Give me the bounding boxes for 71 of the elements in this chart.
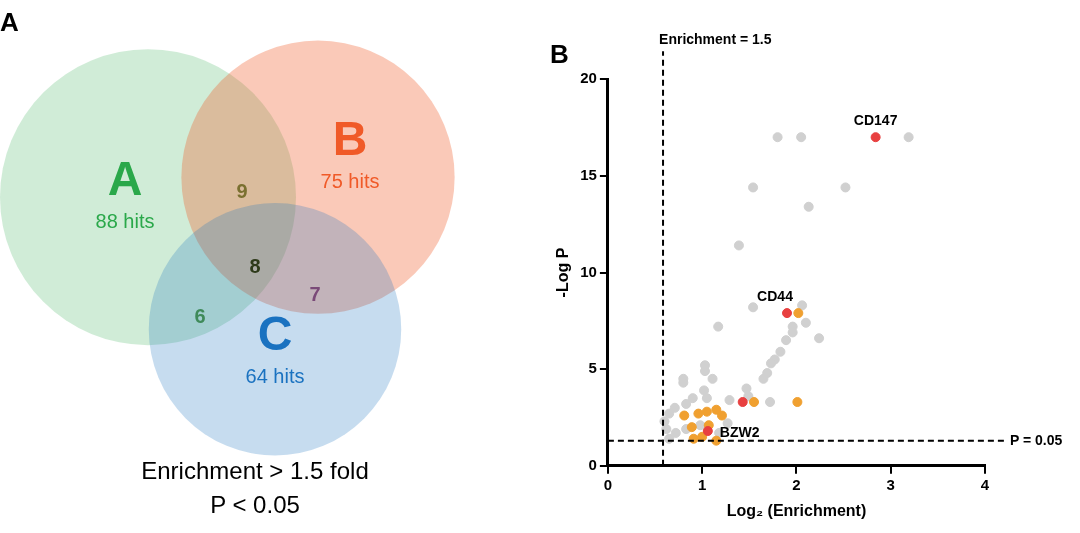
point (693, 408, 704, 419)
y-tick-label: 15 (580, 165, 597, 183)
text: 9 (236, 179, 248, 202)
annotation: BZW2 (719, 423, 760, 440)
annotation: CD44 (757, 287, 794, 304)
point (681, 398, 692, 409)
x-axis-title: Log₂ (Enrichment) (726, 501, 867, 519)
point (814, 333, 825, 344)
point (765, 358, 776, 369)
text: A (0, 6, 19, 37)
point (716, 410, 727, 421)
y-tick-label: 0 (588, 455, 597, 473)
point (713, 321, 724, 332)
point (701, 406, 712, 417)
point (781, 335, 792, 346)
text: Enrichment > 1.5 fold (141, 456, 369, 484)
category-label: A (107, 152, 143, 206)
point (748, 182, 759, 193)
data-label: 75 hits (320, 169, 380, 192)
point (737, 397, 748, 408)
point (711, 404, 722, 415)
point (870, 132, 881, 143)
point (803, 201, 814, 212)
x-tick-label: 3 (886, 475, 895, 493)
point (758, 373, 769, 384)
point (661, 424, 672, 435)
point (699, 385, 710, 396)
text: 8 (249, 254, 261, 277)
text: Enrichment = 1.5 (659, 31, 772, 48)
point (840, 182, 851, 193)
x-tick-label: 0 (603, 475, 613, 493)
y-axis-title: -Log P (554, 247, 572, 298)
data-label: 64 hits (245, 364, 305, 387)
text: P < 0.05 (210, 490, 300, 518)
point (679, 410, 690, 421)
point (796, 132, 807, 143)
point (701, 393, 712, 404)
point (748, 302, 759, 313)
x-tick-label: 4 (980, 475, 990, 493)
point (733, 240, 744, 251)
point (702, 426, 713, 437)
annotation: CD147 (853, 112, 898, 129)
point (687, 393, 698, 404)
point (772, 132, 783, 143)
point (670, 427, 681, 438)
category-label: C (257, 307, 293, 361)
y-tick-label: 5 (588, 359, 597, 377)
point (800, 317, 811, 328)
point (782, 308, 793, 319)
point (664, 408, 675, 419)
y-tick-label: 10 (580, 262, 597, 280)
point (765, 397, 776, 408)
text: P = 0.05 (1010, 431, 1063, 448)
point (793, 308, 804, 319)
point (724, 395, 735, 406)
point (792, 397, 803, 408)
point (669, 402, 680, 413)
category-label: B (332, 112, 368, 166)
point (903, 132, 914, 143)
text: 7 (309, 282, 321, 305)
point (707, 373, 718, 384)
point (749, 397, 760, 408)
point (797, 300, 808, 311)
chart-title: B (550, 38, 569, 69)
text: 6 (194, 304, 206, 327)
y-tick-label: 20 (580, 69, 597, 87)
point (686, 422, 697, 433)
point (775, 346, 786, 357)
data-label: 88 hits (95, 209, 155, 232)
x-tick-label: 1 (697, 475, 707, 493)
x-tick-label: 2 (792, 475, 801, 493)
